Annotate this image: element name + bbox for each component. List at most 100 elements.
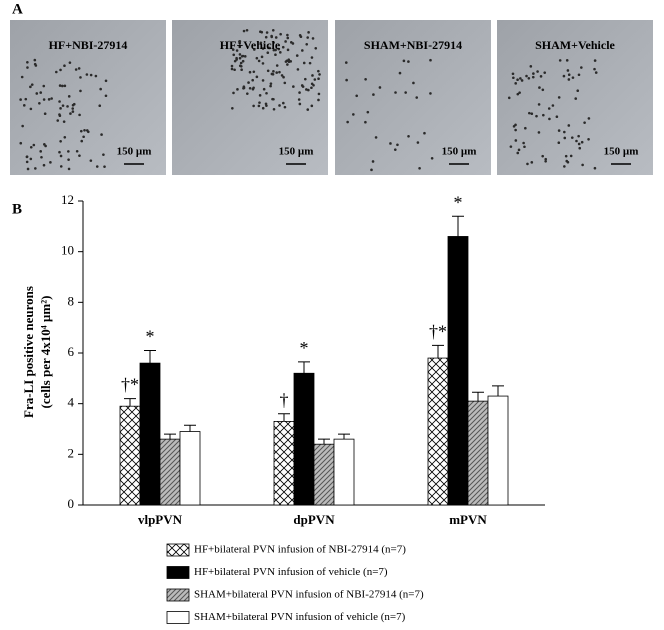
cell-dot — [232, 53, 236, 57]
cell-dot — [82, 135, 85, 139]
y-tick-label: 4 — [68, 395, 75, 410]
cell-dot — [253, 48, 256, 51]
cell-dot — [535, 114, 538, 118]
cell-dot — [277, 47, 281, 51]
cell-dot — [593, 59, 597, 62]
cell-dot — [587, 117, 591, 120]
y-tick-label: 6 — [68, 344, 75, 359]
cell-dot — [85, 73, 89, 76]
cell-dot — [537, 131, 541, 134]
cell-dot — [594, 71, 598, 74]
cell-dot — [270, 72, 274, 76]
cell-dot — [98, 104, 102, 108]
error-bar — [184, 424, 196, 432]
cell-dot — [42, 84, 46, 88]
cell-dot — [232, 91, 235, 95]
cell-dot — [283, 81, 287, 85]
cell-dot — [99, 87, 102, 91]
cell-dot — [312, 83, 315, 87]
panel-label: B — [12, 201, 22, 217]
cell-dot — [407, 60, 410, 63]
cell-dot — [291, 42, 295, 45]
cell-dot — [389, 142, 392, 145]
error-bar — [144, 349, 156, 364]
cell-dot — [371, 160, 375, 163]
cell-dot — [255, 56, 259, 60]
cell-dot — [43, 112, 47, 116]
image-title: HF+NBI-27914 — [49, 38, 128, 52]
cell-dot — [79, 129, 83, 133]
cell-dot — [265, 31, 269, 34]
cell-dot — [366, 110, 370, 114]
cell-dot — [255, 75, 259, 79]
cell-dot — [542, 113, 545, 117]
cell-dot — [557, 129, 561, 132]
cell-dot — [261, 106, 265, 110]
cell-dot — [522, 141, 525, 145]
cell-dot — [393, 148, 397, 151]
cell-dot — [241, 59, 245, 63]
cell-dot — [404, 91, 407, 94]
cell-dot — [243, 55, 247, 58]
cell-dot — [310, 56, 314, 59]
cell-dot — [89, 73, 93, 77]
cell-dot — [71, 110, 75, 113]
x-tick-label: vlpPVN — [138, 512, 183, 527]
cell-dot — [100, 133, 103, 136]
cell-dot — [272, 48, 276, 52]
cell-dot — [305, 88, 308, 91]
cell-dot — [238, 64, 242, 68]
bar — [467, 400, 489, 506]
cell-dot — [63, 64, 66, 68]
cell-dot — [529, 65, 533, 68]
cell-dot — [298, 102, 302, 106]
cell-dot — [541, 88, 545, 92]
cell-dot — [304, 77, 307, 81]
cell-dot — [558, 59, 562, 62]
cell-dot — [63, 84, 67, 88]
cell-dot — [514, 82, 517, 85]
cell-dot — [59, 154, 63, 158]
cell-dot — [74, 68, 78, 71]
cell-dot — [261, 79, 265, 82]
cell-dot — [577, 73, 581, 77]
cell-dot — [564, 154, 568, 158]
cell-dot — [279, 32, 282, 36]
cell-dot — [536, 70, 539, 73]
significance-mark: † — [280, 390, 289, 410]
cell-dot — [526, 162, 529, 166]
cell-dot — [236, 88, 239, 91]
cell-dot — [296, 68, 300, 71]
cell-dot — [548, 117, 551, 121]
legend-label: HF+bilateral PVN infusion of NBI-27914 (… — [194, 544, 406, 556]
cell-dot — [317, 98, 320, 102]
cell-dot — [259, 41, 263, 45]
cell-dot — [311, 37, 315, 40]
cell-dot — [523, 145, 526, 149]
scale-label: 150 µm — [279, 146, 314, 158]
cell-dot — [95, 165, 99, 168]
y-tick-label: 8 — [68, 293, 75, 308]
error-bar — [318, 438, 330, 445]
cell-dot — [238, 45, 242, 49]
error-bar — [338, 433, 350, 440]
cell-dot — [75, 149, 79, 153]
cell-dot — [89, 159, 93, 162]
cell-dot — [532, 72, 535, 75]
cell-dot — [317, 92, 321, 96]
bar — [273, 420, 295, 506]
cell-dot — [570, 136, 574, 139]
cell-dot — [26, 61, 29, 64]
significance-mark: †* — [429, 322, 447, 342]
error-bar — [492, 385, 504, 397]
cell-dot — [257, 59, 261, 63]
x-tick-label: dpPVN — [293, 512, 335, 527]
cell-dot — [258, 94, 262, 97]
cell-dot — [58, 113, 61, 116]
cell-dot — [278, 70, 281, 74]
cell-dot — [252, 70, 256, 74]
cell-dot — [282, 101, 285, 105]
cell-dot — [266, 51, 270, 55]
cell-dot — [272, 107, 276, 111]
cell-dot — [257, 104, 261, 108]
